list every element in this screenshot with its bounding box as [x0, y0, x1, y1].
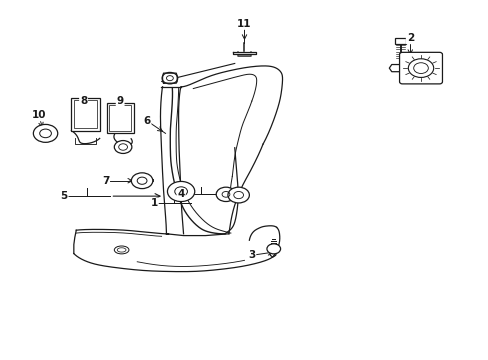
- Text: 2: 2: [406, 33, 413, 43]
- Polygon shape: [232, 51, 256, 54]
- Circle shape: [266, 244, 280, 254]
- Text: 7: 7: [102, 176, 109, 186]
- FancyBboxPatch shape: [107, 103, 134, 134]
- Text: 9: 9: [116, 96, 123, 106]
- FancyBboxPatch shape: [399, 52, 442, 84]
- Text: 10: 10: [31, 111, 46, 121]
- Text: 11: 11: [237, 19, 251, 29]
- Text: 5: 5: [61, 191, 67, 201]
- Circle shape: [33, 125, 58, 142]
- FancyBboxPatch shape: [394, 38, 406, 44]
- Text: 4: 4: [177, 189, 184, 199]
- FancyBboxPatch shape: [71, 98, 100, 131]
- Text: 1: 1: [150, 198, 158, 208]
- Circle shape: [114, 140, 132, 153]
- Circle shape: [131, 173, 153, 189]
- Polygon shape: [162, 73, 177, 83]
- Text: 6: 6: [143, 116, 150, 126]
- Circle shape: [227, 187, 249, 203]
- Text: 8: 8: [80, 96, 87, 106]
- Circle shape: [167, 181, 194, 202]
- Circle shape: [216, 187, 235, 202]
- Text: 3: 3: [248, 250, 255, 260]
